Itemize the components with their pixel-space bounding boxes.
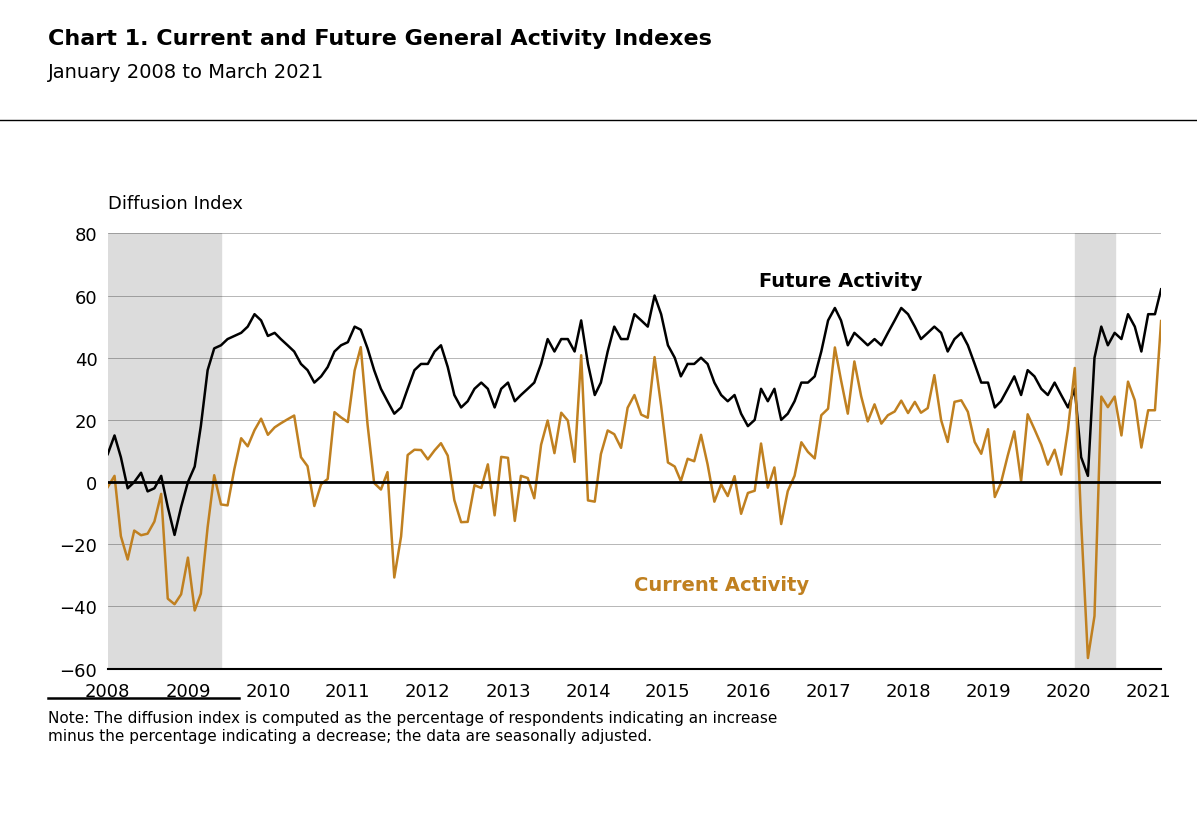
Bar	[1075, 234, 1114, 669]
Text: Chart 1. Current and Future General Activity Indexes: Chart 1. Current and Future General Acti…	[48, 29, 712, 49]
Text: Current Activity: Current Activity	[633, 576, 809, 594]
Bar	[108, 234, 221, 669]
Text: Future Activity: Future Activity	[759, 272, 923, 290]
Text: January 2008 to March 2021: January 2008 to March 2021	[48, 63, 324, 82]
Text: Note: The diffusion index is computed as the percentage of respondents indicatin: Note: The diffusion index is computed as…	[48, 711, 777, 743]
Text: Diffusion Index: Diffusion Index	[108, 195, 243, 213]
